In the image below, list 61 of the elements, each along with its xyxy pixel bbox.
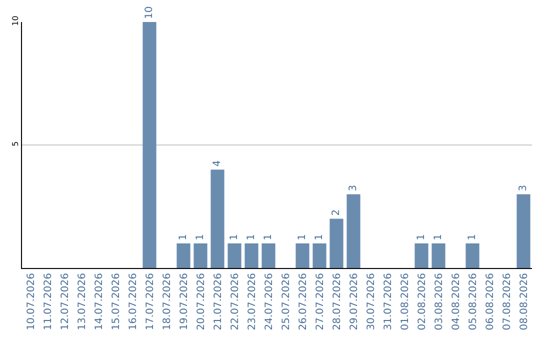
bar (346, 194, 360, 268)
x-tick-label: 05.08.2026 (468, 273, 479, 330)
x-tick-label: 02.08.2026 (416, 273, 428, 330)
bar (142, 22, 156, 268)
data-label: 1 (297, 234, 308, 240)
x-tick-label: 03.08.2026 (434, 273, 445, 330)
x-tick-label: 25.07.2026 (280, 273, 292, 330)
bar (194, 243, 208, 268)
x-tick-label: 06.08.2026 (484, 273, 496, 330)
x-tick-label: 27.07.2026 (314, 273, 326, 330)
x-tick-label: 11.07.2026 (42, 273, 54, 330)
x-tick-label: 21.07.2026 (212, 273, 224, 330)
data-label: 3 (348, 184, 359, 192)
bar (228, 243, 242, 268)
x-tick-label: 04.08.2026 (450, 273, 462, 330)
y-tick-label: 5 (10, 141, 20, 146)
data-label: 1 (314, 234, 325, 240)
data-label: 1 (178, 234, 189, 240)
x-tick-label: 12.07.2026 (60, 273, 71, 330)
data-label: 1 (433, 234, 444, 240)
x-tick-label: 28.07.2026 (332, 273, 343, 330)
data-label: 10 (144, 6, 155, 19)
x-tick-label: 31.07.2026 (382, 273, 394, 330)
data-label: 3 (518, 184, 529, 192)
data-label: 2 (331, 209, 342, 216)
x-tick-label: 01.08.2026 (400, 273, 411, 330)
x-tick-label: 07.08.2026 (502, 273, 513, 330)
x-tick-label: 29.07.2026 (348, 273, 360, 330)
data-label: 1 (263, 234, 274, 240)
x-tick-label: 18.07.2026 (162, 273, 173, 330)
x-tick-label: 08.08.2026 (518, 273, 530, 330)
bar (210, 170, 224, 268)
bar (312, 243, 326, 268)
x-tick-label: 19.07.2026 (178, 273, 190, 330)
x-tick-label: 20.07.2026 (196, 273, 207, 330)
bar (466, 243, 480, 268)
data-label: 1 (467, 234, 478, 240)
x-tick-label: 15.07.2026 (110, 273, 122, 330)
bar (176, 243, 190, 268)
data-label: 1 (229, 234, 240, 240)
bar (516, 194, 530, 268)
x-tick-label: 30.07.2026 (366, 273, 377, 330)
bar (296, 243, 310, 268)
x-tick-label: 14.07.2026 (94, 273, 105, 330)
x-tick-label: 23.07.2026 (246, 273, 258, 330)
bar (244, 243, 258, 268)
x-tick-label: 24.07.2026 (264, 273, 275, 330)
bar (414, 243, 428, 268)
bar (432, 243, 446, 268)
x-tick-label: 13.07.2026 (76, 273, 88, 330)
x-tick-label: 10.07.2026 (26, 273, 37, 330)
x-tick-label: 22.07.2026 (230, 273, 241, 330)
x-tick-label: 17.07.2026 (144, 273, 156, 330)
data-label: 1 (195, 234, 206, 240)
bar (330, 218, 344, 268)
data-label: 1 (246, 234, 257, 240)
data-label: 4 (212, 160, 223, 167)
bar (262, 243, 276, 268)
data-label: 1 (416, 234, 427, 240)
x-tick-label: 26.07.2026 (298, 273, 309, 330)
x-tick-label: 16.07.2026 (128, 273, 139, 330)
